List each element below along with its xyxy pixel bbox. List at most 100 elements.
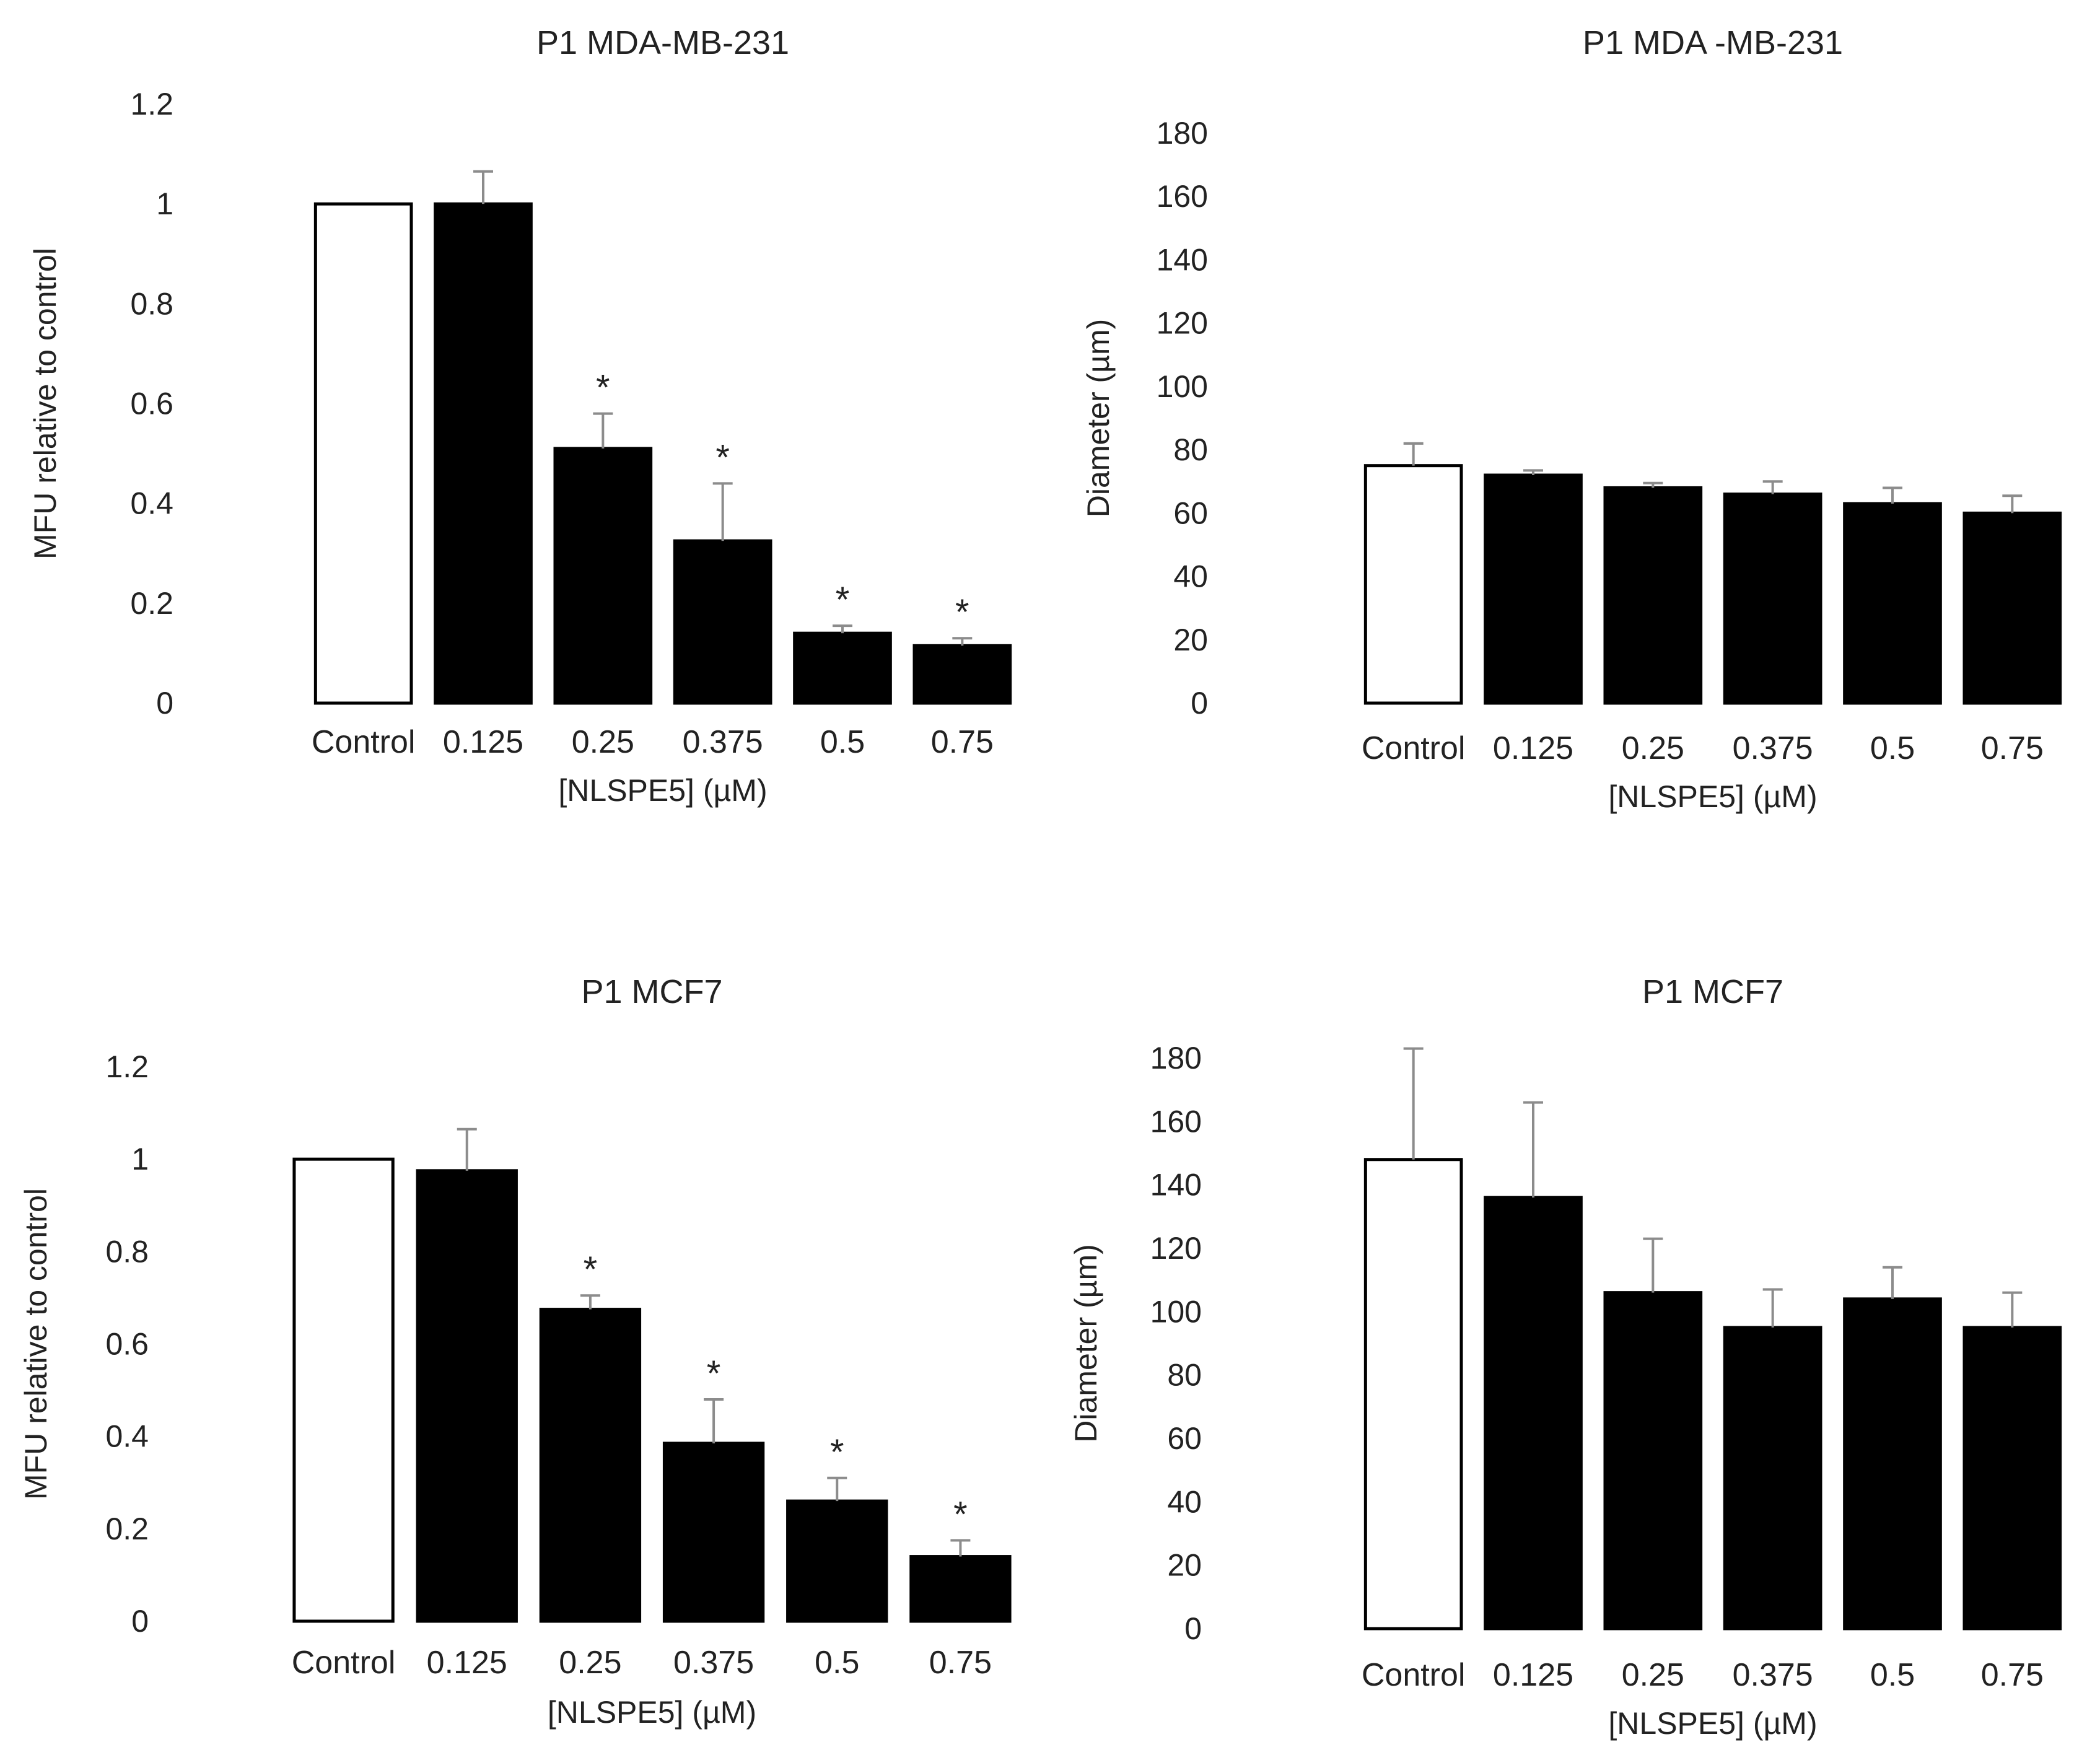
- y-tick-label: 0.2: [105, 1512, 149, 1546]
- significance-star: *: [953, 1494, 968, 1534]
- x-category-label: 0.375: [1733, 730, 1813, 766]
- y-tick-label: 0.6: [105, 1327, 149, 1362]
- significance-star: *: [836, 580, 850, 620]
- y-tick-label: 1: [131, 1142, 149, 1176]
- y-tick-label: 180: [1150, 1041, 1202, 1075]
- x-category-label: 0.125: [427, 1645, 507, 1681]
- y-tick-label: 40: [1167, 1484, 1202, 1519]
- y-tick-label: 100: [1150, 1294, 1202, 1329]
- y-tick-label: 0.2: [130, 586, 173, 621]
- x-category-label: 0.5: [1870, 730, 1915, 766]
- chart-mda-mfu: P1 MDA-MB-231 0 0.2 0.4 0.6 0.8 1 1.2 MFU relati…: [28, 24, 1012, 808]
- x-category-label: 0.125: [1493, 730, 1573, 766]
- bar: [1484, 473, 1583, 705]
- bar: [434, 202, 533, 705]
- bar: [313, 202, 413, 705]
- bar: [1484, 1196, 1583, 1630]
- x-category-label: 0.125: [1493, 1657, 1573, 1693]
- significance-star: *: [830, 1432, 844, 1473]
- y-tick-label: 140: [1157, 242, 1208, 277]
- x-category-label: Control: [292, 1645, 396, 1681]
- significance-star: *: [715, 437, 730, 478]
- chart-title: P1 MCF7: [1642, 973, 1783, 1010]
- y-tick-label: 0: [1184, 1611, 1202, 1646]
- y-tick-label: 120: [1157, 306, 1208, 341]
- x-category-label: 0.125: [443, 724, 523, 760]
- bar: [673, 539, 772, 705]
- x-category-label: 0.75: [931, 724, 994, 760]
- bar: [1603, 486, 1703, 705]
- bar: [1603, 1291, 1703, 1630]
- bar: [1363, 464, 1463, 705]
- y-tick-label: 0.4: [130, 486, 173, 521]
- chart-mcf7-diameter: P1 MCF7 0 20 40 60 80 100 120 140 160 180 Diameter …: [1069, 973, 2062, 1741]
- chart-mcf7-mfu: P1 MCF7 0 0.2 0.4 0.6 0.8 1 1.2 MFU relative to …: [19, 973, 1012, 1730]
- y-tick-label: 0.8: [130, 286, 173, 321]
- x-category-label: 0.5: [815, 1645, 859, 1681]
- y-tick-label: 80: [1167, 1358, 1202, 1393]
- bar: [786, 1499, 888, 1623]
- x-category-label: 0.375: [1733, 1657, 1813, 1693]
- x-category-label: 0.25: [572, 724, 634, 760]
- y-tick-label: 60: [1167, 1421, 1202, 1456]
- y-axis-label: MFU relative to control: [19, 1188, 53, 1500]
- x-category-label: 0.5: [1870, 1657, 1915, 1693]
- chart-title: P1 MCF7: [581, 973, 722, 1010]
- y-axis-label: Diameter (µm): [1081, 319, 1116, 517]
- y-tick-label: 180: [1157, 116, 1208, 151]
- significance-star: *: [596, 368, 610, 408]
- bar: [662, 1442, 765, 1623]
- x-category-label: 0.5: [820, 724, 865, 760]
- bar: [912, 644, 1012, 705]
- x-category-label: 0.75: [929, 1645, 992, 1681]
- x-axis-label: [NLSPE5] (µM): [558, 773, 767, 808]
- y-tick-label: 140: [1150, 1168, 1202, 1202]
- y-tick-label: 20: [1167, 1548, 1202, 1583]
- chart-title: P1 MDA -MB-231: [1583, 24, 1843, 61]
- chart-mda-diameter: P1 MDA -MB-231 0 20 40 60 80 100 120 140 160 180 Di…: [1081, 24, 2062, 814]
- x-category-label: Control: [1362, 1657, 1466, 1693]
- y-tick-label: 0: [1191, 686, 1208, 720]
- bar: [1962, 511, 2062, 705]
- x-category-label: 0.25: [1622, 1657, 1684, 1693]
- y-tick-label: 1.2: [130, 87, 173, 121]
- bar: [539, 1308, 642, 1623]
- y-tick-label: 60: [1173, 496, 1208, 530]
- significance-star: *: [955, 592, 969, 632]
- y-tick-label: 0: [156, 686, 173, 720]
- bar: [416, 1169, 518, 1623]
- x-category-label: 0.25: [1622, 730, 1684, 766]
- y-tick-label: 1.2: [105, 1049, 149, 1084]
- x-category-label: 0.75: [1981, 730, 2044, 766]
- bar: [793, 631, 892, 705]
- significance-star: *: [707, 1354, 721, 1394]
- y-tick-label: 0: [131, 1604, 149, 1639]
- x-category-label: 0.375: [683, 724, 763, 760]
- bar: [553, 447, 653, 705]
- y-tick-label: 20: [1173, 623, 1208, 657]
- y-tick-label: 1: [156, 186, 173, 221]
- bar: [1723, 492, 1822, 705]
- x-category-label: 0.75: [1981, 1657, 2044, 1693]
- x-category-label: 0.375: [673, 1645, 754, 1681]
- y-axis-label: Diameter (µm): [1069, 1244, 1103, 1442]
- y-tick-label: 100: [1157, 369, 1208, 404]
- y-tick-label: 80: [1173, 432, 1208, 467]
- x-axis-label: [NLSPE5] (µM): [548, 1695, 756, 1730]
- bar: [292, 1157, 395, 1623]
- y-tick-label: 0.8: [105, 1234, 149, 1269]
- bar: [1363, 1158, 1463, 1630]
- y-tick-label: 160: [1157, 179, 1208, 214]
- x-category-label: Control: [1362, 730, 1466, 766]
- y-tick-label: 120: [1150, 1231, 1202, 1266]
- x-axis-label: [NLSPE5] (µM): [1608, 779, 1817, 814]
- x-category-label: Control: [312, 724, 416, 760]
- bar: [1843, 502, 1942, 705]
- y-axis-label: MFU relative to control: [28, 248, 63, 559]
- bar: [1843, 1297, 1942, 1630]
- x-category-label: 0.25: [559, 1645, 621, 1681]
- y-tick-label: 40: [1173, 559, 1208, 594]
- bar: [909, 1555, 1012, 1623]
- x-axis-label: [NLSPE5] (µM): [1608, 1706, 1817, 1741]
